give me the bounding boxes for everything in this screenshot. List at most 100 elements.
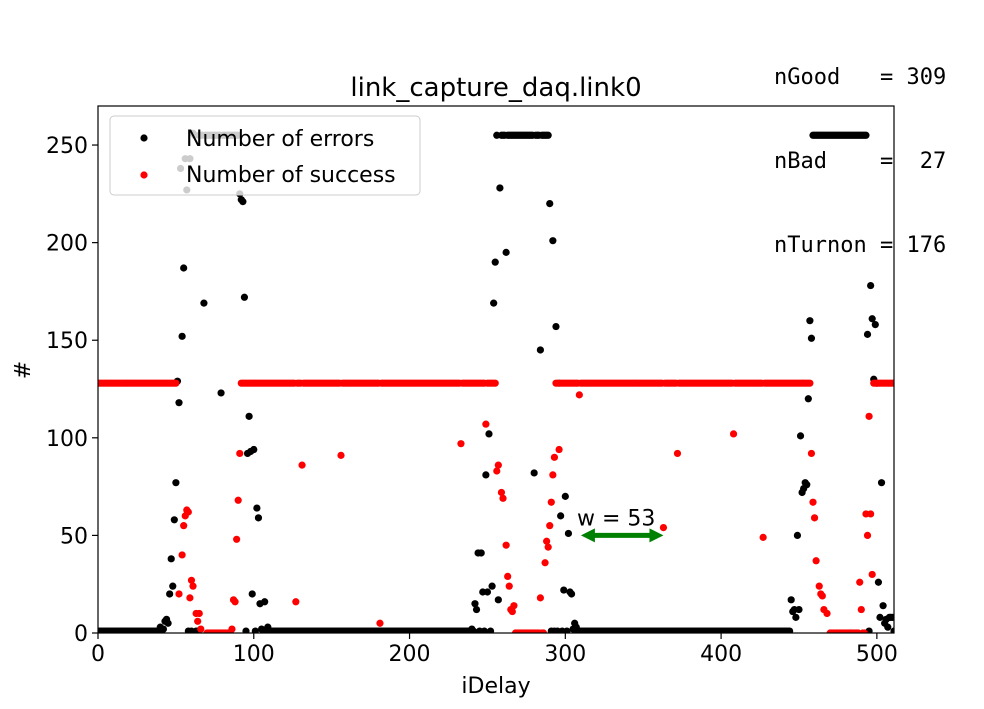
success-point [491, 379, 499, 387]
error-point [483, 588, 492, 596]
success-point [823, 609, 831, 618]
error-point [876, 613, 884, 621]
success-point [659, 524, 668, 532]
error-point [251, 627, 259, 633]
error-point [175, 399, 183, 407]
success-point [505, 582, 513, 590]
success-point [860, 629, 869, 633]
success-point [231, 598, 239, 606]
success-point [729, 430, 738, 438]
x-tick-label: 300 [544, 642, 586, 667]
error-point [172, 479, 180, 487]
success-point [818, 592, 826, 600]
error-point [488, 582, 496, 590]
success-point [575, 391, 583, 399]
error-point [868, 315, 876, 323]
error-point [485, 430, 493, 438]
success-point [806, 379, 814, 387]
success-point [857, 605, 865, 614]
error-point [490, 299, 498, 307]
success-point [868, 570, 876, 579]
error-point [164, 619, 172, 627]
y-tick-label: 0 [74, 622, 88, 647]
error-point [867, 281, 875, 290]
error-point [253, 504, 261, 512]
success-point [457, 440, 465, 448]
success-point [549, 471, 557, 479]
error-point [552, 322, 560, 331]
success-point [547, 498, 555, 506]
error-point [502, 248, 510, 256]
success-point [759, 533, 767, 541]
error-point [536, 346, 544, 354]
x-tick-label: 200 [389, 642, 431, 667]
error-point [807, 334, 816, 342]
error-point [240, 293, 249, 301]
error-point [248, 590, 256, 598]
y-tick-label: 100 [46, 427, 88, 452]
success-point [810, 514, 819, 522]
error-point [486, 627, 495, 633]
error-point [884, 623, 892, 631]
success-point [493, 467, 501, 475]
error-point [250, 445, 258, 454]
stats-box: nGood = 309 nBad = 27 nTurnon = 176 [774, 8, 946, 288]
success-point [195, 609, 203, 618]
success-point [865, 412, 873, 420]
error-point [567, 590, 576, 598]
error-point [469, 627, 478, 633]
success-point [175, 590, 183, 598]
error-point [888, 613, 894, 621]
success-point [807, 449, 816, 458]
success-point [194, 617, 202, 625]
error-point [874, 578, 883, 586]
error-point [254, 514, 263, 522]
error-point [561, 492, 569, 500]
error-point [217, 389, 225, 397]
error-point [530, 469, 538, 477]
error-point [792, 613, 800, 621]
error-point [890, 627, 894, 633]
error-point [170, 516, 178, 524]
legend-label-errors: Number of errors [186, 127, 374, 152]
error-point [167, 555, 175, 563]
stats-nbad: nBad = 27 [774, 149, 947, 174]
error-point [496, 184, 504, 192]
error-point [803, 481, 811, 489]
success-point [178, 551, 186, 559]
success-point [508, 607, 516, 616]
error-point [245, 412, 253, 420]
error-point [477, 549, 485, 557]
success-point [890, 379, 894, 387]
chart-title: link_capture_daq.link0 [350, 73, 641, 103]
success-point [543, 537, 551, 545]
error-point [877, 479, 886, 487]
error-point [239, 198, 247, 206]
error-point [491, 258, 499, 266]
width-arrow-head-right [649, 528, 664, 543]
width-annotation-label: w = 53 [577, 506, 655, 531]
error-point [557, 512, 565, 520]
success-point [673, 449, 682, 458]
error-point [806, 317, 814, 325]
error-point [787, 596, 795, 604]
success-point [228, 625, 236, 633]
success-point [186, 594, 194, 602]
success-point [504, 572, 512, 580]
success-point [292, 598, 300, 606]
error-point [560, 586, 568, 594]
success-point [815, 582, 823, 590]
success-point [482, 420, 490, 428]
x-tick-label: 100 [233, 642, 275, 667]
success-point [376, 619, 384, 627]
success-point [172, 379, 180, 387]
y-tick-label: 250 [46, 134, 88, 159]
success-point [536, 594, 544, 602]
width-arrow-head-left [580, 528, 595, 543]
success-point [187, 576, 196, 584]
success-point [337, 451, 345, 459]
error-point [166, 590, 174, 598]
x-axis-label: iDelay [461, 674, 530, 699]
legend: Number of errors Number of success [109, 115, 421, 196]
